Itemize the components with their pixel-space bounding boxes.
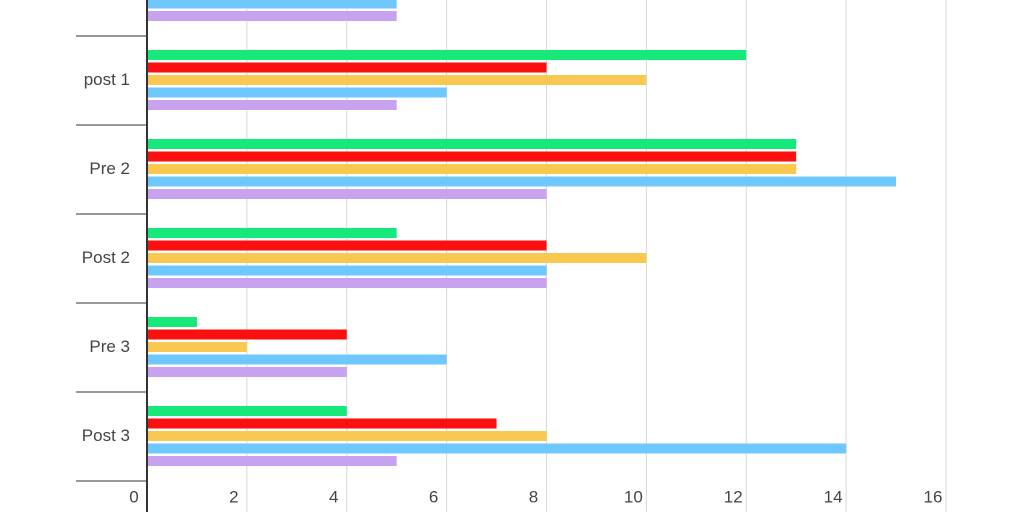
- x-tick-label: 12: [724, 487, 743, 506]
- x-tick-label: 10: [624, 487, 643, 506]
- bar: [147, 456, 397, 466]
- x-tick-label: 6: [429, 487, 438, 506]
- y-tick-label: Post 2: [82, 248, 130, 267]
- bar: [147, 164, 797, 174]
- y-tick-label: Post 3: [82, 426, 130, 445]
- bar: [147, 317, 197, 327]
- y-tick-label: Pre 3: [89, 337, 130, 356]
- bar: [147, 329, 347, 340]
- bar: [147, 0, 397, 9]
- y-tick-label: Pre 2: [89, 159, 130, 178]
- bar: [147, 75, 647, 85]
- x-tick-label: 8: [529, 487, 538, 506]
- bar: [147, 87, 447, 98]
- x-tick-label: 0: [129, 487, 138, 506]
- bar: [147, 342, 247, 352]
- y-tick-label: post 1: [84, 70, 130, 89]
- bar: [147, 265, 547, 276]
- x-tick-label: 14: [824, 487, 843, 506]
- bar: [147, 240, 547, 251]
- bar: [147, 151, 797, 162]
- bar: [147, 100, 397, 110]
- bar: [147, 418, 497, 429]
- bar: [147, 431, 547, 441]
- bar: [147, 278, 547, 288]
- bar: [147, 443, 847, 454]
- x-tick-label: 4: [329, 487, 338, 506]
- bar: [147, 176, 897, 187]
- bar: [147, 253, 647, 263]
- bar: [147, 50, 747, 60]
- bar: [147, 228, 397, 238]
- bar: [147, 11, 397, 21]
- bar: [147, 62, 547, 73]
- bar: [147, 189, 547, 199]
- bar: [147, 139, 797, 149]
- bar: [147, 406, 347, 416]
- x-tick-label: 2: [229, 487, 238, 506]
- bar: [147, 367, 347, 377]
- x-tick-label: 16: [924, 487, 943, 506]
- bar: [147, 354, 447, 365]
